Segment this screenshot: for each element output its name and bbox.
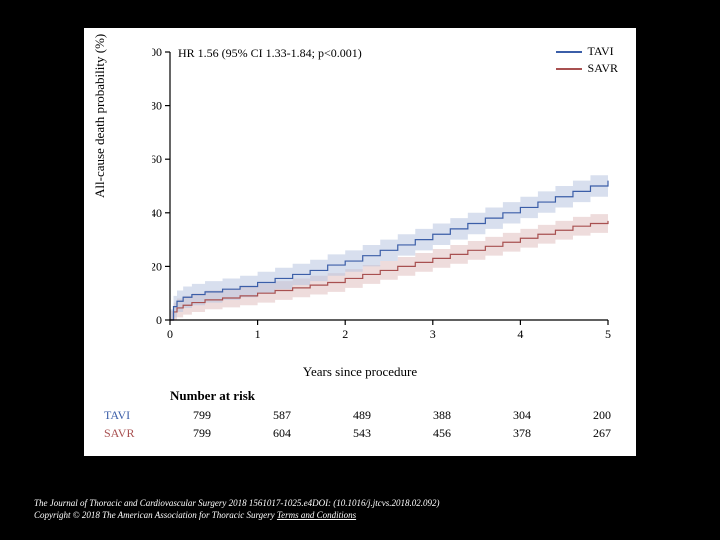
- svg-text:2: 2: [342, 327, 348, 341]
- risk-cell: 200: [562, 408, 642, 423]
- figure-panel: All-cause death probability (%) HR 1.56 …: [84, 28, 636, 456]
- svg-text:40: 40: [152, 206, 162, 220]
- svg-text:100: 100: [152, 45, 162, 59]
- citation-line2: Copyright © 2018 The American Associatio…: [34, 510, 275, 520]
- citation-block: The Journal of Thoracic and Cardiovascul…: [34, 497, 440, 522]
- svg-text:0: 0: [167, 327, 173, 341]
- risk-cell: 799: [162, 408, 242, 423]
- citation-line1: The Journal of Thoracic and Cardiovascul…: [34, 498, 440, 508]
- risk-row-label: SAVR: [104, 426, 162, 441]
- svg-text:60: 60: [152, 152, 162, 166]
- svg-text:20: 20: [152, 259, 162, 273]
- survival-plot: 0 20 40 60 80 100 0 1 2 3 4 5: [152, 44, 612, 344]
- risk-cell: 604: [242, 426, 322, 441]
- risk-row-label: TAVI: [104, 408, 162, 423]
- x-axis-label: Years since procedure: [84, 364, 636, 380]
- risk-cell: 489: [322, 408, 402, 423]
- svg-text:0: 0: [156, 313, 162, 327]
- risk-cell: 456: [402, 426, 482, 441]
- risk-cell: 304: [482, 408, 562, 423]
- risk-row: SAVR799604543456378267: [104, 424, 642, 442]
- risk-cell: 799: [162, 426, 242, 441]
- risk-cell: 388: [402, 408, 482, 423]
- risk-cell: 267: [562, 426, 642, 441]
- risk-row: TAVI799587489388304200: [104, 406, 642, 424]
- terms-link[interactable]: Terms and Conditions: [277, 510, 356, 520]
- svg-text:1: 1: [255, 327, 261, 341]
- risk-cell: 587: [242, 408, 322, 423]
- svg-text:80: 80: [152, 99, 162, 113]
- risk-table: TAVI799587489388304200SAVR79960454345637…: [104, 406, 642, 442]
- svg-text:5: 5: [605, 327, 611, 341]
- svg-text:4: 4: [517, 327, 523, 341]
- risk-cell: 543: [322, 426, 402, 441]
- risk-table-title: Number at risk: [170, 388, 255, 404]
- svg-text:3: 3: [430, 327, 436, 341]
- y-axis-label: All-cause death probability (%): [92, 34, 108, 198]
- risk-cell: 378: [482, 426, 562, 441]
